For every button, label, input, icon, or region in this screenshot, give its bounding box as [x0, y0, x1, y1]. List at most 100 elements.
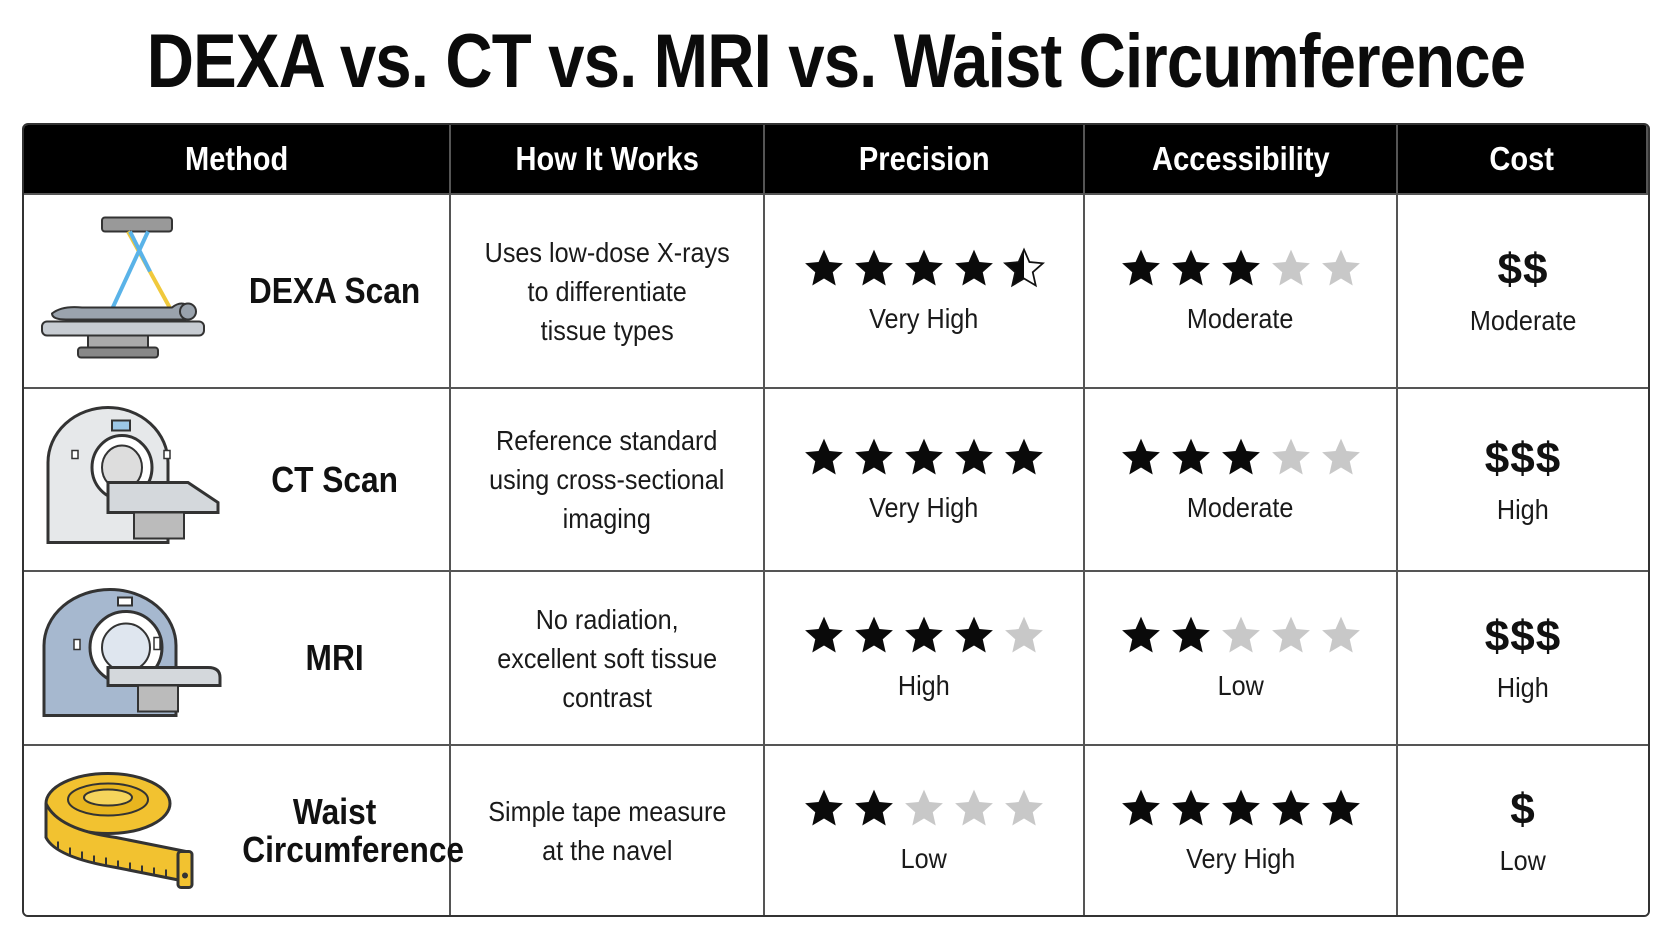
- precision-stars: [803, 247, 1045, 289]
- header-precision-label: Precision: [858, 140, 990, 177]
- precision-rating: Very High: [803, 436, 1045, 524]
- star-filled-icon: [955, 249, 993, 286]
- star-filled-icon: [905, 616, 943, 653]
- comparison-table: Method How It Works Precision Accessibil…: [22, 123, 1650, 917]
- star-filled-icon: [805, 616, 843, 653]
- dexa-scanner-icon: [38, 214, 208, 369]
- star-filled-icon: [1171, 249, 1210, 286]
- method-cell: DEXA Scan: [24, 193, 451, 387]
- how-cell: No radiation, excellent soft tissue contra…: [451, 570, 765, 744]
- star-empty-icon: [1321, 438, 1360, 474]
- precision-cell: Very High: [765, 387, 1085, 570]
- accessibility-stars: [1120, 436, 1362, 478]
- accessibility-cell: Moderate: [1085, 387, 1398, 570]
- how-line: Uses low-dose X-rays: [484, 236, 730, 268]
- method-name-line: CT Scan: [271, 458, 398, 500]
- accessibility-rating: Moderate: [1120, 247, 1362, 335]
- precision-rating: High: [803, 614, 1045, 702]
- accessibility-stars: [1120, 787, 1362, 829]
- star-filled-icon: [1171, 789, 1210, 825]
- cost-symbol: $$$: [1484, 612, 1562, 661]
- method-name: CT Scan: [242, 458, 427, 500]
- how-text: Reference standard using cross-sectional i…: [489, 421, 724, 538]
- header-cost: Cost: [1398, 125, 1648, 193]
- star-empty-icon: [1271, 438, 1310, 474]
- how-line: contrast: [562, 681, 652, 713]
- how-line: Simple tape measure: [487, 795, 727, 827]
- header-precision: Precision: [765, 125, 1085, 193]
- star-empty-icon: [1271, 616, 1310, 653]
- how-line: using cross-sectional: [489, 464, 725, 495]
- how-text: No radiation, excellent soft tissue contra…: [497, 600, 717, 717]
- cost-label: High: [1497, 672, 1549, 703]
- star-filled-icon: [1171, 616, 1210, 653]
- how-line: tissue types: [540, 314, 674, 346]
- star-filled-icon: [805, 789, 843, 825]
- star-half-icon: [1003, 247, 1045, 288]
- how-line: No radiation,: [535, 603, 679, 635]
- method-name: Waist Circumference: [242, 790, 465, 870]
- header-method-label: Method: [184, 140, 289, 177]
- cost-symbol: $: [1510, 784, 1536, 834]
- star-filled-icon: [1271, 789, 1310, 825]
- cost-cell: $ Low: [1398, 744, 1648, 915]
- cost-block: $$$ High: [1485, 434, 1561, 526]
- star-filled-icon: [1221, 789, 1260, 825]
- cost-label: Moderate: [1469, 305, 1577, 336]
- method-cell: CT Scan: [24, 387, 451, 570]
- method-cell: Waist Circumference: [24, 744, 465, 915]
- cost-block: $$ Moderate: [1464, 245, 1582, 337]
- method-name-line: Waist: [292, 790, 377, 832]
- star-empty-icon: [1005, 789, 1043, 825]
- tape-measure-icon: [38, 763, 218, 898]
- star-empty-icon: [1221, 616, 1260, 653]
- precision-rating: Low: [803, 787, 1045, 875]
- precision-label: High: [898, 670, 950, 701]
- cost-block: $$$ High: [1485, 612, 1561, 704]
- accessibility-label: Moderate: [1187, 303, 1294, 334]
- how-cell: Reference standard using cross-sectional i…: [451, 387, 765, 570]
- star-filled-icon: [1121, 616, 1160, 653]
- precision-label: Very High: [869, 303, 979, 334]
- header-cost-label: Cost: [1489, 140, 1555, 177]
- how-line: Reference standard: [496, 425, 718, 456]
- star-empty-icon: [905, 789, 943, 825]
- star-filled-icon: [905, 249, 943, 286]
- precision-cell: High: [765, 570, 1085, 744]
- cost-block: $ Low: [1497, 785, 1548, 877]
- how-line: to differentiate: [527, 275, 687, 307]
- method-name: DEXA Scan: [242, 272, 427, 310]
- header-method: Method: [24, 125, 451, 193]
- precision-cell: Very High: [765, 193, 1085, 387]
- star-filled-icon: [855, 789, 893, 825]
- star-filled-icon: [955, 616, 993, 653]
- method-name-line: MRI: [305, 637, 364, 678]
- star-filled-icon: [1121, 789, 1160, 825]
- star-filled-icon: [855, 616, 893, 653]
- accessibility-label: Very High: [1185, 842, 1296, 874]
- accessibility-rating: Very High: [1120, 787, 1362, 875]
- how-cell: Uses low-dose X-rays to differentiate tiss…: [451, 193, 765, 387]
- star-empty-icon: [1005, 616, 1043, 653]
- star-filled-icon: [1005, 438, 1043, 474]
- accessibility-label: Low: [1217, 670, 1264, 701]
- star-filled-icon: [1321, 789, 1360, 825]
- star-empty-icon: [1321, 616, 1360, 653]
- star-filled-icon: [1221, 438, 1260, 474]
- cost-symbol: $$$: [1484, 433, 1562, 483]
- star-filled-icon: [805, 249, 843, 286]
- mri-scanner-icon: [38, 586, 228, 731]
- how-text: Simple tape measure at the navel: [488, 792, 726, 870]
- precision-rating: Very High: [803, 247, 1045, 335]
- cost-cell: $$ Moderate: [1398, 193, 1648, 387]
- method-name-line: DEXA Scan: [248, 270, 421, 311]
- method-name: MRI: [242, 639, 427, 677]
- star-filled-icon: [1121, 438, 1160, 474]
- accessibility-rating: Moderate: [1120, 436, 1362, 524]
- how-cell: Simple tape measure at the navel: [451, 744, 765, 915]
- cost-cell: $$$ High: [1398, 570, 1648, 744]
- method-name-line: Circumference: [242, 828, 465, 870]
- cost-cell: $$$ High: [1398, 387, 1648, 570]
- accessibility-cell: Low: [1085, 570, 1398, 744]
